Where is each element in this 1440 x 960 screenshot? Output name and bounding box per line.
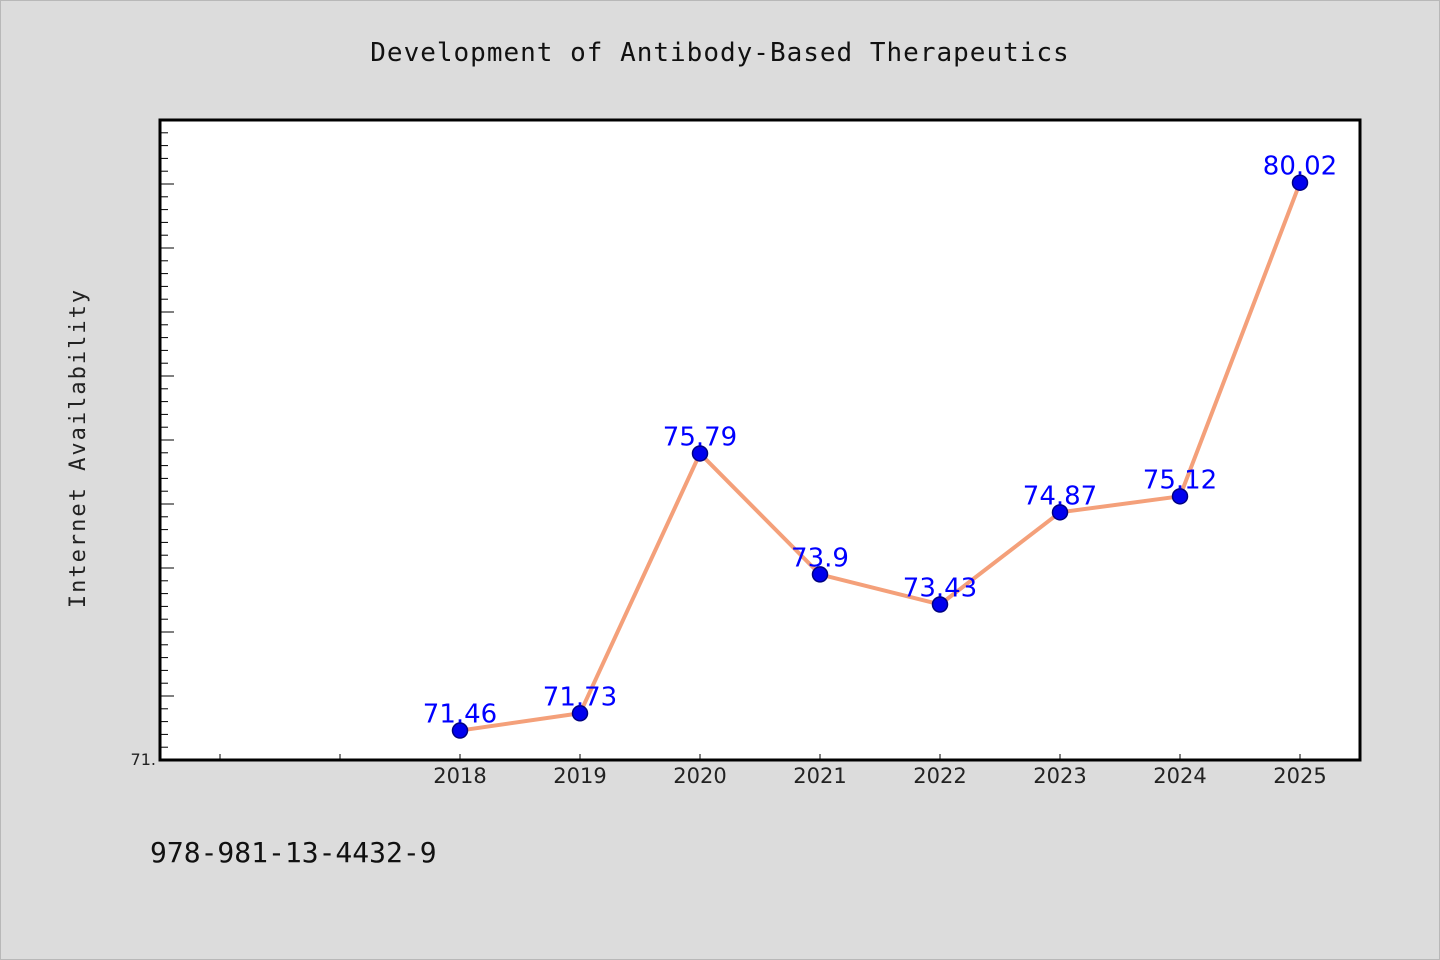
data-labels: 71.46 71.73 75.79 73.9 73.43 74.87 75.12 80.02 xyxy=(423,152,1337,730)
x-axis-tick-label: 2025 xyxy=(1273,764,1326,788)
x-axis-tick-label: 2024 xyxy=(1153,764,1206,788)
data-label: 73.9 xyxy=(791,543,849,573)
x-axis-tick-label: 2018 xyxy=(433,764,486,788)
x-axis-tick-label: 2023 xyxy=(1033,764,1086,788)
data-point xyxy=(1291,174,1309,191)
data-label: 74.87 xyxy=(1023,481,1097,511)
x-axis-ticks xyxy=(219,754,1301,760)
x-axis-tick-labels: 2018 2019 2020 2021 2022 2023 2024 2025 xyxy=(433,764,1326,788)
chart-title: Development of Antibody-Based Therapeuti… xyxy=(370,38,1069,68)
data-label: 71.73 xyxy=(543,682,617,712)
data-point xyxy=(1051,504,1069,521)
data-label: 80.02 xyxy=(1263,152,1337,182)
y-axis-ticks xyxy=(160,119,174,761)
data-label: 73.43 xyxy=(903,573,977,603)
series-markers xyxy=(451,174,1309,739)
y-axis-tick-labels: 71. xyxy=(131,750,156,769)
x-axis-tick-label: 2019 xyxy=(553,764,606,788)
plot-area xyxy=(158,118,1362,762)
y-axis-tick-label: 71. xyxy=(131,750,156,769)
x-axis-tick-label: 2021 xyxy=(793,764,846,788)
x-axis-tick-label: 2022 xyxy=(913,764,966,788)
data-label: 71.46 xyxy=(423,700,497,730)
isbn-footer: 978-981-13-4432-9 xyxy=(150,836,437,869)
data-point xyxy=(691,445,709,462)
y-axis-label: Internet Availability xyxy=(66,288,91,608)
x-axis-tick-label: 2020 xyxy=(673,764,726,788)
data-point xyxy=(1171,488,1189,505)
data-point xyxy=(571,705,589,722)
data-label: 75.12 xyxy=(1143,465,1217,495)
data-label: 75.79 xyxy=(663,422,737,452)
data-point xyxy=(451,722,469,739)
data-point xyxy=(811,566,829,583)
series-line xyxy=(458,180,1302,733)
data-point xyxy=(931,596,949,613)
